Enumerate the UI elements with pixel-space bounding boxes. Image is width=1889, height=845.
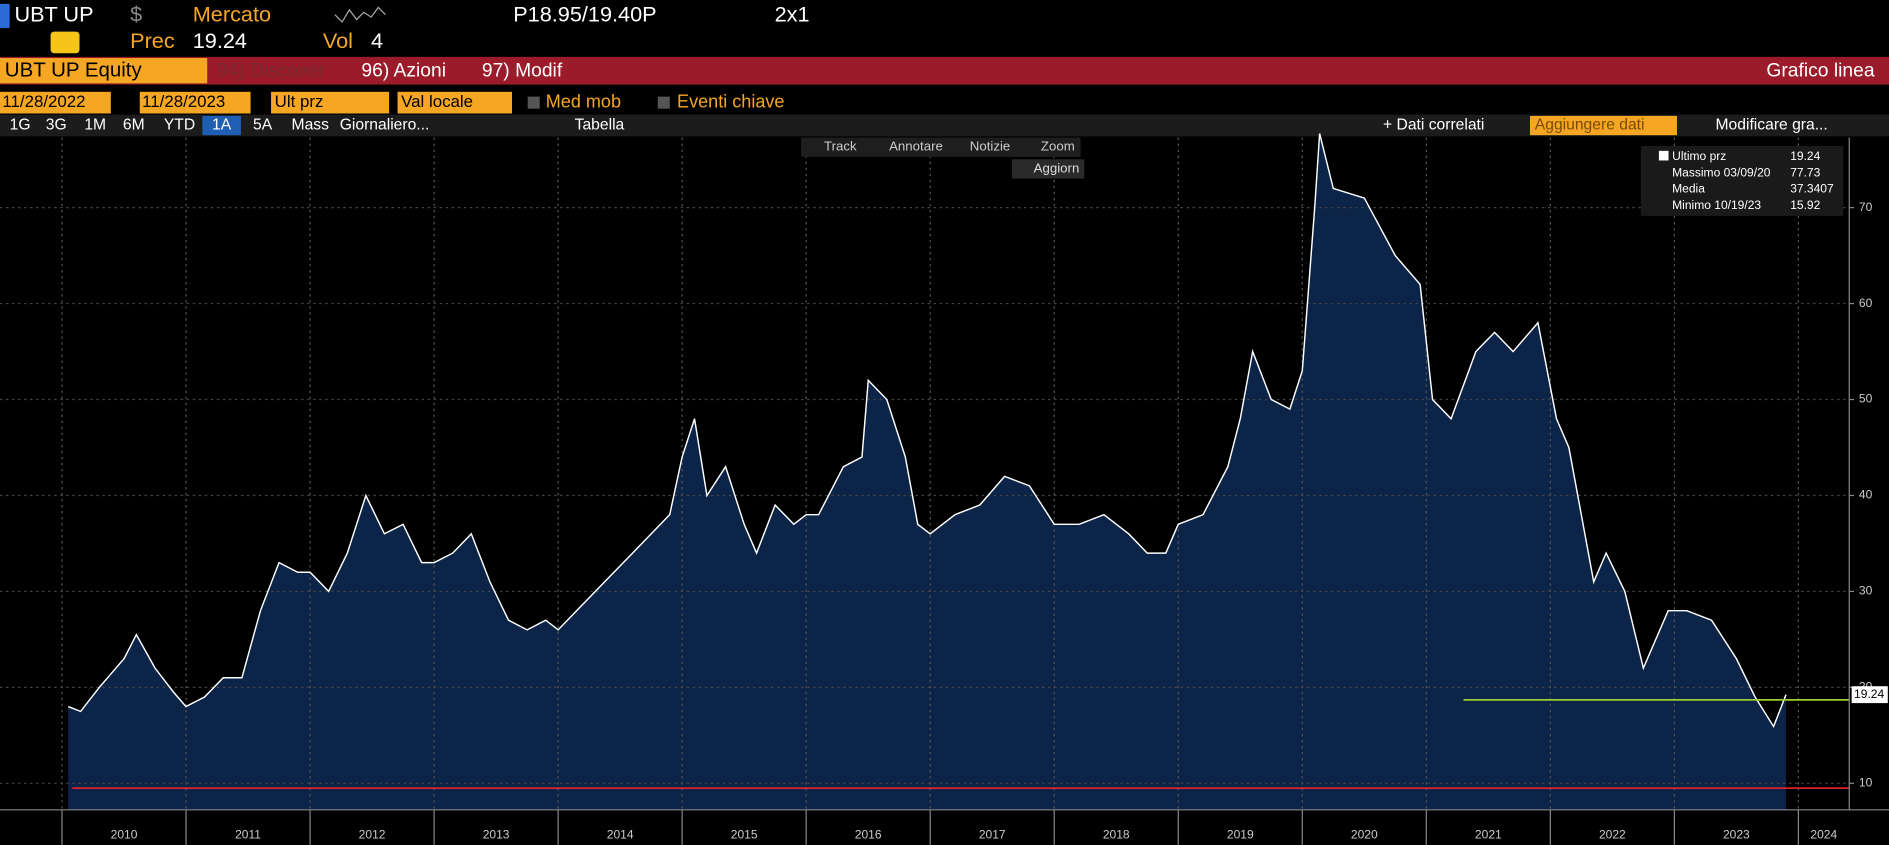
currency: $ xyxy=(130,2,142,27)
start-field[interactable] xyxy=(0,91,111,114)
period[interactable]: YTD xyxy=(164,117,195,134)
prev: 19.24 xyxy=(193,28,247,53)
periods: 1G 3G 1M 6M YTD 1A 5A Mass Giornaliero... xyxy=(10,115,430,136)
icon xyxy=(50,31,80,54)
period[interactable]: 1G xyxy=(10,117,31,134)
y-tick-label: 30 xyxy=(1859,584,1873,598)
security: UBT UP Equity xyxy=(5,59,143,82)
period-bar xyxy=(0,114,1889,137)
chart-name: Grafico linea xyxy=(1766,60,1874,81)
field: Ult prz xyxy=(275,92,324,111)
chart-tools: Track Annotare Notizie Zoom xyxy=(801,137,1081,157)
actions[interactable]: 96) Azioni xyxy=(361,60,446,81)
currency-box[interactable] xyxy=(397,91,513,114)
x-tick-label: 2019 xyxy=(1227,827,1254,841)
security-field[interactable] xyxy=(0,58,208,84)
tool[interactable]: Zoom xyxy=(1041,139,1075,154)
checkbox[interactable] xyxy=(527,96,540,109)
price-line xyxy=(67,133,1787,729)
add-data-box[interactable] xyxy=(1529,115,1677,136)
modify[interactable]: 97) Modif xyxy=(482,60,563,81)
events: Eventi chiave xyxy=(677,91,784,111)
discover[interactable]: 94) Discover xyxy=(217,60,326,81)
vol-label: Vol xyxy=(323,28,353,53)
x-tick-label: 2014 xyxy=(607,827,634,841)
x-tick-label: 2013 xyxy=(483,827,510,841)
period[interactable]: 6M xyxy=(123,117,145,134)
tool[interactable]: Track xyxy=(824,139,857,154)
end: 11/28/2023 xyxy=(142,92,225,111)
ticker: UBT UP xyxy=(14,2,93,27)
field-box[interactable] xyxy=(271,91,390,114)
last-value-tag xyxy=(1851,686,1888,704)
sparkline xyxy=(334,6,386,23)
x-tick-label: 2023 xyxy=(1723,827,1750,841)
legend-label: Massimo 03/09/20 xyxy=(1672,165,1771,179)
checkbox[interactable] xyxy=(657,96,670,109)
layout: 2x1 xyxy=(775,2,810,27)
legend-label: Minimo 10/19/23 xyxy=(1672,198,1761,212)
marker xyxy=(0,3,10,28)
area xyxy=(68,133,1786,810)
x-tick-label: 2016 xyxy=(855,827,882,841)
refresh: Aggiorn xyxy=(1034,160,1080,175)
active-period xyxy=(202,115,241,136)
market: Mercato xyxy=(193,2,271,27)
period[interactable]: Giornaliero... xyxy=(340,117,430,134)
legend-value: 37.3407 xyxy=(1790,182,1834,196)
x-tick-label: 2022 xyxy=(1599,827,1626,841)
table[interactable]: Tabella xyxy=(575,117,625,134)
x-tick-label: 2011 xyxy=(235,827,261,841)
tools-bar xyxy=(801,137,1081,157)
x-tick-label: 2021 xyxy=(1475,827,1502,841)
y-tick-label: 10 xyxy=(1859,776,1873,790)
period[interactable]: Mass xyxy=(292,117,330,134)
legend-label: Media xyxy=(1672,182,1705,196)
period[interactable]: 1A xyxy=(212,117,232,134)
x-tick-label: 2012 xyxy=(359,827,386,841)
x-tick-label: 2017 xyxy=(979,827,1006,841)
start: 11/28/2022 xyxy=(2,92,85,111)
add-data: Aggiungere dati xyxy=(1535,117,1645,134)
x-tick-label: 2010 xyxy=(111,827,138,841)
y-tick-label: 60 xyxy=(1859,296,1873,310)
y-tick-label: 50 xyxy=(1859,392,1873,406)
refresh-box[interactable] xyxy=(1011,159,1085,179)
period[interactable]: 3G xyxy=(46,117,67,134)
legend-value: 19.24 xyxy=(1790,149,1820,163)
legend-value: 15.92 xyxy=(1790,198,1820,212)
x-tick-label: 2018 xyxy=(1103,827,1130,841)
x-tick-label: 2015 xyxy=(731,827,758,841)
toolbar xyxy=(0,56,1889,85)
quote: P18.95/19.40P xyxy=(513,2,656,27)
period[interactable]: 5A xyxy=(253,117,273,134)
moving-avg: Med mob xyxy=(546,91,621,111)
x-tick-label: 2020 xyxy=(1351,827,1378,841)
currency-field: Val locale xyxy=(401,92,473,111)
tool[interactable]: Notizie xyxy=(970,139,1011,154)
period[interactable]: 1M xyxy=(84,117,106,134)
related[interactable]: + Dati correlati xyxy=(1383,117,1484,134)
legend-value: 77.73 xyxy=(1790,165,1820,179)
edit-chart[interactable]: Modificare gra... xyxy=(1716,117,1828,134)
x-tick-label: 2024 xyxy=(1810,827,1837,841)
prev-label: Prec xyxy=(130,28,175,53)
plot: 1020304050607020102011201220132014201520… xyxy=(0,133,1889,845)
legend-box xyxy=(1640,146,1844,216)
y-tick-label: 40 xyxy=(1859,488,1873,502)
legend: Ultimo prz 19.24 Massimo 03/09/20 77.73 Medi… xyxy=(1658,149,1834,212)
tool[interactable]: Annotare xyxy=(889,139,943,154)
y-tick-label: 70 xyxy=(1859,200,1873,214)
legend-swatch xyxy=(1658,150,1669,161)
vol: 4 xyxy=(371,28,383,53)
end-field[interactable] xyxy=(139,91,251,114)
legend-label: Ultimo prz xyxy=(1672,149,1726,163)
last-value: 19.24 xyxy=(1854,687,1884,701)
